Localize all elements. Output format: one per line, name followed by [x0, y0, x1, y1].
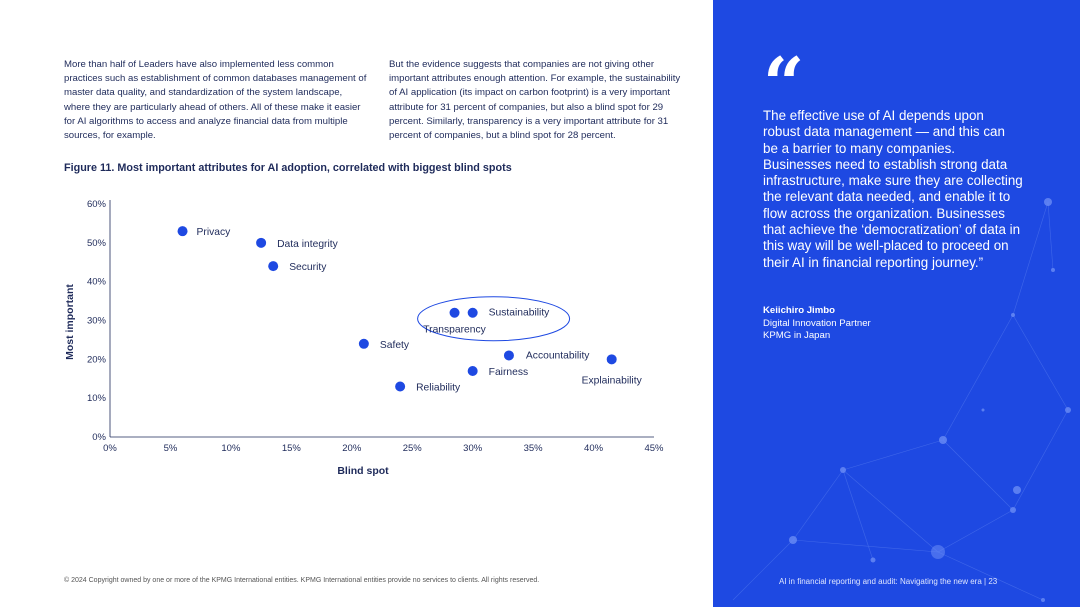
data-label-fairness: Fairness [489, 367, 528, 378]
data-label-accountability: Accountability [526, 350, 590, 361]
x-tick-label: 20% [342, 443, 362, 454]
highlight-ellipse [417, 296, 571, 342]
scatter-chart: 0% 5% 10% 15% 20% 25% 30% 35% 40% 45% 0% 10% 20% 30% 4… [64, 199, 664, 477]
chart-ticks: 0% 5% 10% 15% 20% 25% 30% 35% 40% 45% 0% 10% 20% 30% 4… [87, 199, 664, 454]
x-tick-label: 10% [221, 443, 241, 454]
quote-text: The effective use of AI depends upon rob… [763, 108, 1023, 270]
author-role: Digital Innovation Partner [763, 317, 871, 329]
y-tick-label: 30% [87, 316, 107, 327]
chart-axes [109, 200, 654, 438]
data-label-privacy: Privacy [197, 227, 232, 238]
data-label-transparency: Transparency [423, 325, 486, 336]
x-tick-label: 35% [524, 443, 544, 454]
highlight-group [417, 296, 571, 342]
y-tick-label: 20% [87, 354, 107, 365]
data-point-safety [358, 338, 369, 349]
author-name: Keiichiro Jimbo [763, 305, 835, 316]
data-label-data-integrity: Data integrity [277, 239, 339, 250]
data-label-security: Security [289, 262, 327, 273]
data-point-security [268, 261, 279, 272]
data-point-privacy [177, 226, 188, 237]
network-background [732, 198, 1071, 602]
quote-author: Keiichiro Jimbo Digital Innovation Partn… [763, 305, 871, 343]
y-tick-label: 10% [87, 393, 107, 404]
x-tick-label: 5% [164, 443, 178, 454]
copyright-footer: © 2024 Copyright owned by one or more of… [64, 577, 540, 584]
y-tick-label: 60% [87, 199, 107, 210]
data-label-explainability: Explainability [582, 375, 643, 386]
data-point-accountability [503, 350, 514, 361]
x-tick-label: 15% [282, 443, 302, 454]
y-tick-label: 40% [87, 277, 107, 288]
data-point-sustainability [467, 307, 478, 318]
left-panel: More than half of Leaders have also impl… [64, 59, 681, 584]
y-axis-label: Most important [64, 284, 76, 360]
y-tick-label: 50% [87, 238, 107, 249]
x-tick-label: 25% [403, 443, 423, 454]
x-tick-label: 40% [584, 443, 604, 454]
data-label-reliability: Reliability [416, 383, 461, 394]
data-point-transparency [449, 307, 460, 318]
x-tick-label: 0% [103, 443, 117, 454]
x-axis-label: Blind spot [337, 465, 389, 477]
data-point-fairness [467, 365, 478, 376]
data-point-explainability [606, 354, 617, 365]
body-text-column-2: But the evidence suggests that companies… [389, 59, 681, 142]
figure-title: Figure 11. Most important attributes for… [64, 162, 512, 174]
author-org: KPMG in Japan [763, 330, 831, 341]
quote-mark-icon: “ [763, 41, 805, 126]
quote-panel: “ The effective use of AI depends upon r… [713, 0, 1080, 607]
y-tick-label: 0% [92, 432, 106, 443]
data-label-sustainability: Sustainability [489, 308, 551, 319]
x-tick-label: 45% [644, 443, 664, 454]
data-point-data-integrity [256, 237, 267, 248]
data-point-reliability [395, 381, 406, 392]
page-footer: AI in financial reporting and audit: Nav… [779, 577, 998, 586]
chart-points: Privacy Data integrity Security Sustainabil… [177, 226, 643, 394]
x-tick-label: 30% [463, 443, 483, 454]
data-label-safety: Safety [380, 340, 410, 351]
body-text-column-1: More than half of Leaders have also impl… [64, 59, 367, 142]
